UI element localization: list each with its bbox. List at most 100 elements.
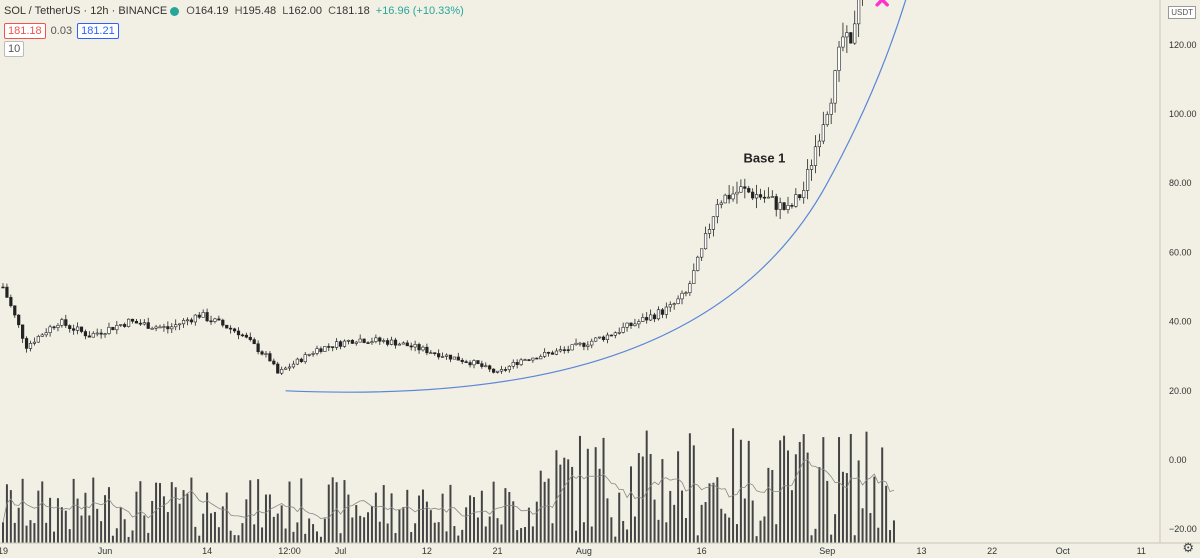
volume-bar xyxy=(555,450,558,543)
volume-bar xyxy=(25,525,28,543)
candle-body xyxy=(696,256,700,271)
candle-body xyxy=(656,309,661,320)
volume-bar xyxy=(186,493,189,543)
candle-body xyxy=(652,314,657,320)
candle-body xyxy=(735,191,739,195)
candle-body xyxy=(91,333,95,338)
volume-bar xyxy=(29,520,32,543)
candle-body xyxy=(660,309,664,315)
volume-bar xyxy=(622,520,625,543)
candle-body xyxy=(433,352,437,355)
candle-body xyxy=(703,233,708,250)
volume-bar xyxy=(818,467,821,543)
volume-bar xyxy=(810,535,813,543)
candle-body xyxy=(700,248,704,258)
volume-bar xyxy=(559,464,562,543)
volume-bar xyxy=(370,506,373,543)
volume-bar xyxy=(96,508,99,543)
symbol-title[interactable]: SOL / TetherUS · 12h · BINANCE xyxy=(4,5,168,17)
x-tick-label: 21 xyxy=(493,546,503,556)
volume-bar xyxy=(747,440,750,543)
volume-bar xyxy=(68,529,71,543)
x-tick-label: 13 xyxy=(916,546,926,556)
x-tick-label: Jul xyxy=(335,546,347,556)
volume-bar xyxy=(516,530,519,543)
candle-body xyxy=(562,349,566,351)
candle-body xyxy=(813,146,818,166)
candle-body xyxy=(338,341,343,347)
candle-body xyxy=(833,70,837,104)
volume-bar xyxy=(351,517,354,543)
volume-bar xyxy=(280,505,283,543)
volume-bar xyxy=(677,451,680,543)
candle-body xyxy=(5,286,9,298)
candle-body xyxy=(637,321,641,325)
volume-bar xyxy=(673,504,676,543)
candle-body xyxy=(389,339,394,345)
volume-bar xyxy=(512,501,515,543)
volume-bar xyxy=(111,535,114,543)
volume-bar xyxy=(198,535,201,543)
volume-bar xyxy=(162,496,165,543)
candle-body xyxy=(770,196,774,198)
candle-body xyxy=(193,314,197,323)
close-value: 181.18 xyxy=(336,5,370,17)
candle-body xyxy=(762,196,767,199)
volume-bar xyxy=(406,489,409,543)
volume-bar xyxy=(806,452,809,543)
volume-bar xyxy=(225,492,228,543)
open-label: O xyxy=(186,5,195,17)
candle-body xyxy=(95,332,99,335)
candle-body xyxy=(342,340,347,347)
volume-bar xyxy=(869,513,872,543)
volume-bar xyxy=(469,495,472,543)
candle-body xyxy=(201,312,205,318)
volume-bar xyxy=(80,515,83,543)
candle-body xyxy=(32,341,36,344)
candle-body xyxy=(225,324,229,329)
volume-bar xyxy=(272,516,275,543)
candle-body xyxy=(303,354,307,362)
sell-price[interactable]: 181.18 xyxy=(4,23,46,39)
volume-bar xyxy=(716,477,719,543)
volume-bar xyxy=(147,532,150,543)
volume-bar xyxy=(551,523,554,543)
volume-bar xyxy=(606,498,609,543)
time-axis[interactable]: 19Jun1412:00Jul1221Aug16Sep1322Oct1120No… xyxy=(0,542,1200,556)
candle-body xyxy=(774,196,778,210)
currency-label[interactable]: USDT xyxy=(1168,6,1196,19)
volume-bar xyxy=(21,478,24,543)
candle-body xyxy=(464,361,468,363)
volume-bar xyxy=(304,533,307,543)
trade-panel: 181.18 0.03 181.21 xyxy=(4,23,119,39)
candle-body xyxy=(723,194,727,204)
volume-bar xyxy=(614,536,617,543)
volume-bar xyxy=(681,490,684,543)
y-tick-label: 40.00 xyxy=(1169,317,1192,327)
gear-icon[interactable]: ⚙ xyxy=(1182,540,1194,555)
candlesticks xyxy=(1,0,863,376)
volume-bar xyxy=(657,519,660,543)
volume-bar xyxy=(425,501,428,543)
volume-bar xyxy=(504,488,507,543)
candle-body xyxy=(817,140,821,148)
volume-bar xyxy=(213,511,216,543)
candle-body xyxy=(79,326,84,332)
candle-body xyxy=(523,359,527,361)
candle-body xyxy=(382,340,386,342)
volume-bar xyxy=(441,493,444,543)
volume-bar xyxy=(418,495,421,543)
volume-bar xyxy=(390,493,393,543)
volume-bar xyxy=(465,507,468,543)
buy-price[interactable]: 181.21 xyxy=(77,23,119,39)
candle-body xyxy=(692,270,696,284)
candle-body xyxy=(440,356,445,358)
volume-bar xyxy=(33,523,36,543)
candle-body xyxy=(205,312,209,322)
volume-ma-length[interactable]: 10 xyxy=(4,41,25,57)
volume-bar xyxy=(13,522,16,543)
volume-bar xyxy=(139,481,142,543)
price-axis[interactable]: 280.00260.00240.00220.00200.00180.00160.… xyxy=(1159,0,1197,543)
volume-bar xyxy=(119,507,122,543)
